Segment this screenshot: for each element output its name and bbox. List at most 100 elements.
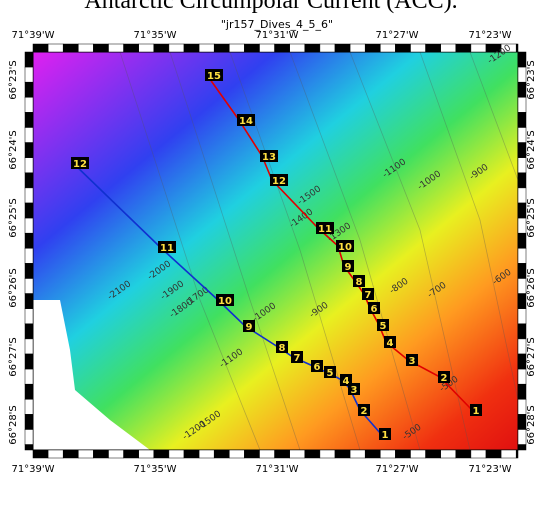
frame-tick bbox=[518, 218, 526, 233]
longitude-label: 71°27'W bbox=[375, 30, 418, 41]
waypoint-label: 11 bbox=[160, 243, 174, 254]
frame-tick bbox=[25, 354, 33, 369]
frame-tick bbox=[518, 384, 526, 399]
longitude-label: 71°39'W bbox=[11, 30, 54, 41]
frame-tick bbox=[350, 44, 365, 52]
frame-tick bbox=[456, 44, 471, 52]
frame-tick bbox=[486, 450, 501, 458]
latitude-label: 66°26'S bbox=[526, 268, 537, 308]
frame-tick bbox=[25, 445, 33, 450]
frame-tick bbox=[48, 450, 63, 458]
latitude-label: 66°23'S bbox=[8, 60, 19, 100]
waypoint-label: 3 bbox=[351, 385, 358, 396]
frame-tick bbox=[518, 143, 526, 158]
frame-tick bbox=[25, 173, 33, 188]
longitude-label: 71°31'W bbox=[255, 464, 298, 475]
frame-tick bbox=[63, 44, 78, 52]
frame-tick bbox=[25, 248, 33, 263]
waypoint-label: 5 bbox=[380, 321, 387, 332]
frame-tick bbox=[411, 44, 426, 52]
frame-tick bbox=[25, 263, 33, 278]
waypoint-label: 2 bbox=[441, 373, 448, 384]
waypoint-label: 1 bbox=[382, 430, 389, 441]
latitude-label: 66°27'S bbox=[8, 337, 19, 377]
frame-tick bbox=[109, 44, 124, 52]
waypoint-label: 14 bbox=[239, 116, 253, 127]
waypoint-label: 12 bbox=[272, 176, 286, 187]
frame-tick bbox=[275, 44, 290, 52]
frame-tick bbox=[25, 112, 33, 127]
frame-tick bbox=[260, 44, 275, 52]
latitude-label: 66°24'S bbox=[8, 130, 19, 170]
frame-tick bbox=[395, 450, 410, 458]
latitude-label: 66°24'S bbox=[526, 130, 537, 170]
frame-tick bbox=[184, 450, 199, 458]
frame-tick bbox=[518, 339, 526, 354]
frame-tick bbox=[214, 44, 229, 52]
latitude-label: 66°28'S bbox=[8, 405, 19, 445]
frame-tick bbox=[441, 44, 456, 52]
frame-tick bbox=[456, 450, 471, 458]
waypoint-label: 9 bbox=[246, 322, 253, 333]
frame-tick bbox=[518, 158, 526, 173]
longitude-label: 71°23'W bbox=[468, 30, 511, 41]
frame-tick bbox=[518, 128, 526, 143]
frame-tick bbox=[426, 44, 441, 52]
frame-tick bbox=[25, 430, 33, 445]
frame-tick bbox=[25, 384, 33, 399]
frame-tick bbox=[518, 354, 526, 369]
frame-tick bbox=[320, 44, 335, 52]
frame-tick bbox=[518, 309, 526, 324]
latitude-label: 66°25'S bbox=[526, 198, 537, 238]
frame-tick bbox=[139, 44, 154, 52]
frame-tick bbox=[350, 450, 365, 458]
frame-tick bbox=[380, 450, 395, 458]
waypoint-label: 4 bbox=[387, 338, 394, 349]
frame-tick bbox=[518, 445, 526, 450]
frame-tick bbox=[244, 450, 259, 458]
waypoint-label: 9 bbox=[345, 262, 352, 273]
frame-tick bbox=[25, 143, 33, 158]
frame-tick bbox=[25, 52, 33, 67]
frame-tick bbox=[124, 450, 139, 458]
frame-tick bbox=[305, 44, 320, 52]
frame-tick bbox=[471, 450, 486, 458]
frame-tick bbox=[154, 450, 169, 458]
frame-tick bbox=[48, 44, 63, 52]
frame-tick bbox=[63, 450, 78, 458]
frame-tick bbox=[335, 450, 350, 458]
frame-tick bbox=[25, 158, 33, 173]
waypoint-label: 12 bbox=[73, 159, 87, 170]
frame-tick bbox=[290, 450, 305, 458]
frame-tick bbox=[426, 450, 441, 458]
frame-tick bbox=[290, 44, 305, 52]
frame-tick bbox=[78, 450, 93, 458]
frame-tick bbox=[229, 44, 244, 52]
frame-tick bbox=[33, 44, 48, 52]
frame-tick bbox=[518, 263, 526, 278]
frame-tick bbox=[518, 82, 526, 97]
frame-tick bbox=[518, 369, 526, 384]
frame-tick bbox=[78, 44, 93, 52]
frame-tick bbox=[25, 369, 33, 384]
frame-tick bbox=[380, 44, 395, 52]
frame-tick bbox=[518, 67, 526, 82]
frame-tick bbox=[516, 450, 518, 458]
waypoint-label: 10 bbox=[218, 296, 232, 307]
frame-tick bbox=[184, 44, 199, 52]
frame-tick bbox=[320, 450, 335, 458]
frame-tick bbox=[244, 44, 259, 52]
longitude-label: 71°27'W bbox=[375, 464, 418, 475]
frame-tick bbox=[25, 324, 33, 339]
waypoint-label: 7 bbox=[365, 290, 372, 301]
frame-tick bbox=[25, 128, 33, 143]
frame-tick bbox=[471, 44, 486, 52]
waypoint-label: 15 bbox=[207, 71, 221, 82]
longitude-label: 71°35'W bbox=[133, 30, 176, 41]
frame-tick bbox=[199, 450, 214, 458]
waypoint-label: 8 bbox=[356, 277, 363, 288]
frame-tick bbox=[518, 52, 526, 67]
frame-tick bbox=[93, 44, 108, 52]
frame-tick bbox=[25, 188, 33, 203]
frame-tick bbox=[260, 450, 275, 458]
